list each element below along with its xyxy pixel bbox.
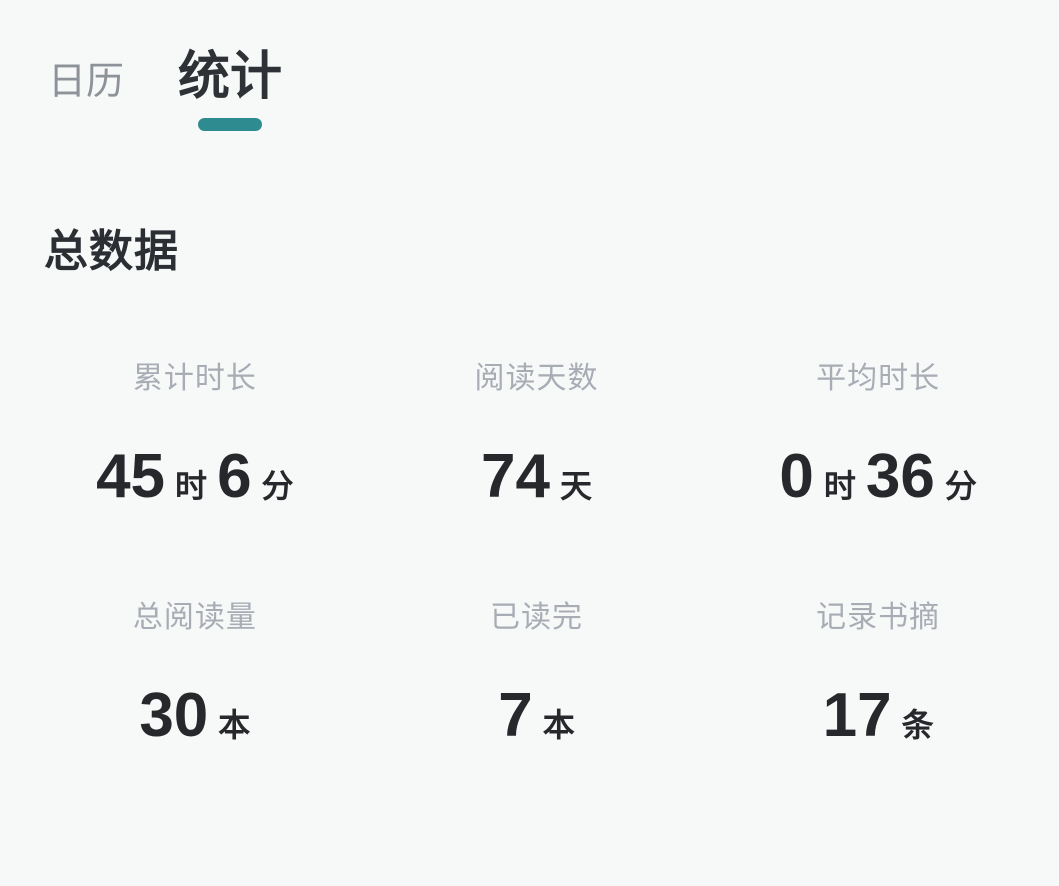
stat-value-number: 7 xyxy=(498,681,533,751)
stat-value-number: 6 xyxy=(217,442,252,511)
stat-value-number: 17 xyxy=(822,681,892,751)
stat-value-unit: 时 xyxy=(175,468,208,504)
stats-grid: 累计时长 45 时 6 分 阅读天数 74 天 平均时长 0 时 36 分 总阅读量 30 本 … xyxy=(0,361,1059,752)
stat-value-unit: 时 xyxy=(823,468,856,504)
stat-notes-count-value: 17 条 xyxy=(707,680,1049,751)
stat-average-duration-value: 0 时 36 分 xyxy=(707,441,1049,512)
stat-value-number: 0 xyxy=(779,442,814,511)
stat-total-duration-label: 累计时长 xyxy=(132,362,257,395)
tab-calendar-label: 日历 xyxy=(48,61,125,103)
stat-value-number: 36 xyxy=(865,442,935,511)
stat-value-number: 45 xyxy=(96,442,166,511)
stat-value-unit: 分 xyxy=(944,468,977,504)
stat-total-books-read: 总阅读量 30 本 xyxy=(24,600,366,751)
stat-reading-days: 阅读天数 74 天 xyxy=(366,361,708,512)
tab-statistics[interactable]: 统计 xyxy=(178,34,282,131)
tab-statistics-label: 统计 xyxy=(178,48,283,106)
stat-notes-count: 记录书摘 17 条 xyxy=(707,600,1049,751)
stat-reading-days-value: 74 天 xyxy=(366,441,708,512)
stat-value-unit: 分 xyxy=(261,468,294,504)
stat-value-unit: 本 xyxy=(218,707,251,744)
stat-value-number: 30 xyxy=(139,681,209,751)
active-tab-underline xyxy=(198,118,263,131)
tab-calendar[interactable]: 日历 xyxy=(48,50,124,105)
stat-total-books-read-value: 30 本 xyxy=(24,680,366,751)
stat-value-number: 74 xyxy=(481,442,550,511)
stat-average-duration-label: 平均时长 xyxy=(816,362,941,395)
stat-average-duration: 平均时长 0 时 36 分 xyxy=(707,361,1049,512)
stat-total-books-read-label: 总阅读量 xyxy=(132,601,257,635)
section-title-total-data: 总数据 xyxy=(44,227,179,276)
stat-reading-days-label: 阅读天数 xyxy=(474,362,599,395)
stat-total-duration: 累计时长 45 时 6 分 xyxy=(24,361,366,512)
stat-total-duration-value: 45 时 6 分 xyxy=(24,441,366,512)
stat-notes-count-label: 记录书摘 xyxy=(816,601,941,635)
stat-value-unit: 条 xyxy=(901,707,934,744)
stat-value-unit: 本 xyxy=(542,707,575,744)
stat-value-unit: 天 xyxy=(559,468,592,504)
tab-bar: 日历 统计 xyxy=(0,0,1059,131)
stat-finished-books-label: 已读完 xyxy=(489,601,583,635)
